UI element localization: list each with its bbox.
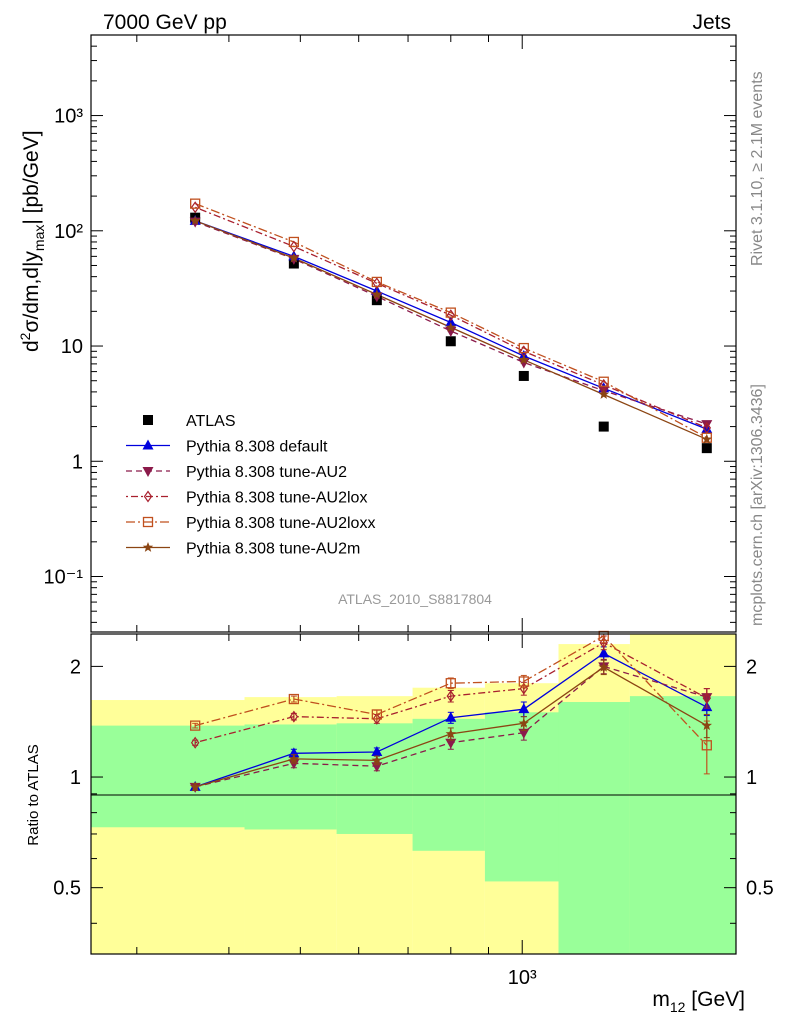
- ratio-band-green: [336, 723, 413, 834]
- ratio-band-green: [244, 724, 337, 830]
- ratio-band-green: [484, 712, 559, 882]
- legend-entry-label: ATLAS: [186, 413, 236, 430]
- ratio-y-tick-label-right: 0.5: [746, 878, 774, 900]
- main-data-point: [518, 342, 529, 354]
- main-data-point: [190, 201, 200, 214]
- ratio-point: [701, 740, 712, 751]
- ratio-band-green: [412, 718, 485, 851]
- ratio-y-tick-label-right: 1: [746, 767, 757, 789]
- ratio-point: [189, 781, 201, 792]
- x-axis-label: m12 [GeV]: [652, 988, 745, 1015]
- main-data-point: [445, 307, 456, 318]
- ratio-band-green: [91, 725, 245, 828]
- main-data-point: [372, 277, 382, 290]
- main-data-point: [289, 240, 299, 253]
- main-y-tick-label: 10⁻¹: [44, 567, 84, 589]
- main-data-point: [371, 289, 383, 299]
- ratio-point: [190, 720, 201, 731]
- ratio-point: [519, 682, 529, 695]
- main-data-point: [598, 389, 609, 399]
- ratio-point: [372, 712, 382, 725]
- ratio-series-group: [189, 630, 713, 793]
- x-tick-label: 10³: [508, 967, 537, 989]
- main-y-tick-label: 1: [72, 451, 83, 473]
- ratio-point: [371, 709, 382, 720]
- main-series-group: [189, 198, 713, 454]
- ratio-y-axis-label: Ratio to ATLAS: [25, 744, 42, 845]
- main-data-point: [518, 354, 529, 365]
- main-data-point: [371, 292, 383, 303]
- ratio-y-tick-label-left: 1: [70, 767, 81, 789]
- main-data-point: [446, 309, 456, 322]
- ratio-point: [445, 738, 457, 749]
- ratio-point: [598, 647, 610, 658]
- legend-marker: [142, 467, 154, 477]
- ratio-point: [371, 745, 383, 756]
- main-data-point: [371, 276, 382, 288]
- main-data-point: [701, 433, 712, 444]
- legend-entry-label: Pythia 8.308 tune-AU2loxx: [186, 515, 375, 532]
- header-collision-label: 7000 GeV pp: [103, 11, 227, 34]
- main-data-point: [701, 420, 713, 431]
- main-data-point: [190, 198, 201, 209]
- main-panel-frame: [90, 34, 737, 633]
- legend: ATLAS Pythia 8.308 default Pythia 8.308 tu…: [126, 413, 375, 558]
- ratio-point: [518, 676, 529, 687]
- ratio-point: [518, 703, 530, 714]
- ratio-band-green: [558, 702, 630, 954]
- main-data-point: [598, 376, 609, 387]
- main-data-point: [288, 236, 300, 248]
- ratio-point: [445, 711, 457, 722]
- analysis-id-label: ATLAS_2010_S8817804: [338, 591, 492, 607]
- ratio-y-tick-label-right: 2: [746, 656, 757, 678]
- legend-entry-label: Pythia 8.308 default: [186, 439, 328, 456]
- legend-marker: [143, 490, 153, 503]
- main-data-point: [189, 215, 201, 226]
- legend-marker: [142, 439, 154, 450]
- main-y-tick-label: 10²: [54, 221, 83, 243]
- ratio-point: [445, 728, 456, 739]
- ratio-point: [701, 720, 712, 731]
- main-data-point: [288, 252, 300, 263]
- ratio-point: [598, 661, 609, 672]
- ratio-point: [288, 693, 300, 705]
- ratio-y-tick-label-left: 2: [70, 656, 81, 678]
- main-data-point: [518, 370, 529, 381]
- legend-marker: [142, 542, 154, 552]
- main-data-point: [445, 321, 456, 332]
- main-data-point: [445, 316, 457, 327]
- ratio-point: [289, 710, 299, 723]
- ratio-point: [288, 753, 300, 764]
- axis-ticks-group: 10⁻¹ 1 10 10² 10³ 0.5 0.5 1 1 2 2 10³: [44, 34, 774, 989]
- legend-entry-label: Pythia 8.308 tune-AU2m: [186, 541, 360, 558]
- main-y-axis-label: d2σ/dm,d|ymax| [pb/GeV]: [17, 130, 47, 352]
- side-label-rivet: Rivet 3.1.10, ≥ 2.1M events: [749, 71, 766, 266]
- legend-marker: [143, 415, 153, 425]
- main-data-point: [701, 443, 712, 454]
- main-y-tick-label: 10³: [54, 106, 83, 128]
- ratio-y-tick-label-left: 0.5: [53, 878, 81, 900]
- header-process-label: Jets: [692, 11, 731, 34]
- main-data-point: [598, 421, 609, 432]
- ratio-point: [518, 717, 529, 728]
- ratio-point: [702, 692, 712, 705]
- ratio-band-green: [629, 696, 736, 954]
- legend-marker: [142, 516, 154, 528]
- ratio-point: [190, 736, 200, 749]
- legend-entry-label: Pythia 8.308 tune-AU2: [186, 464, 347, 481]
- main-data-point: [445, 336, 456, 347]
- main-y-tick-label: 10: [61, 336, 83, 358]
- ratio-uncertainty-bands: [91, 634, 736, 954]
- ratio-point: [518, 728, 530, 739]
- main-data-point: [445, 327, 457, 338]
- ratio-point: [446, 690, 456, 703]
- legend-entry-label: Pythia 8.308 tune-AU2lox: [186, 490, 367, 507]
- ratio-point: [371, 754, 383, 765]
- ratio-point: [445, 678, 456, 689]
- main-data-point: [518, 358, 530, 369]
- side-label-mcplots: mcplots.cern.ch [arXiv:1306.3436]: [749, 384, 766, 626]
